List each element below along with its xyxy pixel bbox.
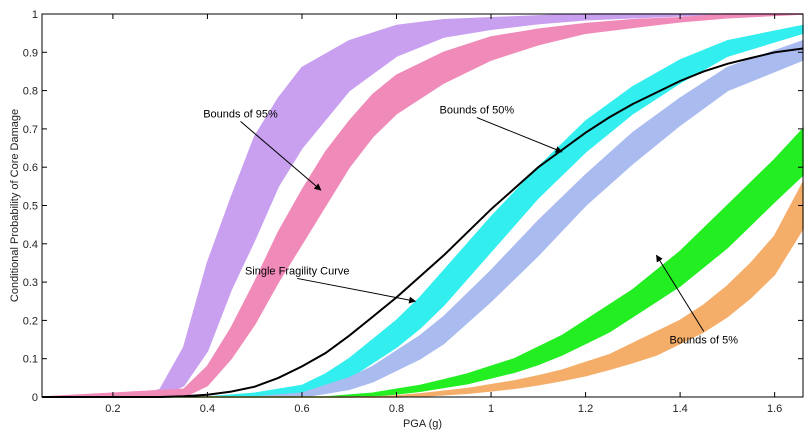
- single-fragility-curve-line: [42, 47, 804, 398]
- x-axis-ticks: 0.2 0.4 0.6 0.8 1 1.2 1.4 1.6: [105, 14, 782, 415]
- x-tick-label: 1.2: [578, 403, 593, 415]
- x-tick-label: 0.2: [105, 403, 120, 415]
- x-tick-label: 1.4: [672, 403, 687, 415]
- annotation-arrow: [297, 277, 417, 304]
- annotation-arrow: [656, 254, 705, 332]
- x-tick-label: 0.6: [294, 403, 309, 415]
- annotation-label: Bounds of 5%: [669, 334, 738, 346]
- y-tick-label: 1: [32, 9, 38, 21]
- y-tick-label: 0.4: [23, 239, 38, 251]
- annotations: Bounds of 95% Bounds of 50% Single Fragili…: [203, 105, 738, 347]
- x-axis-label: PGA (g): [403, 418, 442, 430]
- y-tick-label: 0.7: [23, 124, 38, 136]
- y-tick-label: 0.9: [23, 47, 38, 59]
- y-tick-label: 0: [32, 392, 38, 404]
- y-tick-label: 0.5: [23, 201, 38, 213]
- y-tick-label: 0.8: [23, 86, 38, 98]
- x-tick-label: 1.6: [767, 403, 782, 415]
- fragility-curves: [42, 47, 804, 398]
- y-tick-label: 0.2: [23, 315, 38, 327]
- x-tick-label: 1: [488, 403, 494, 415]
- annotation-arrow: [476, 117, 563, 153]
- annotation-arrow: [240, 121, 322, 191]
- x-tick-label: 0.4: [200, 403, 215, 415]
- bounds-band-1: [42, 13, 803, 398]
- x-tick-label: 0.8: [389, 403, 404, 415]
- y-tick-label: 0.1: [23, 354, 38, 366]
- annotation-label: Bounds of 50%: [440, 105, 515, 117]
- y-tick-label: 0.3: [23, 277, 38, 289]
- annotation-label: Single Fragility Curve: [245, 265, 350, 277]
- bounds-band-6: [42, 182, 804, 398]
- annotation-label: Bounds of 95%: [203, 108, 278, 120]
- y-tick-label: 0.6: [23, 162, 38, 174]
- y-axis-label: Conditional Probability of Core Damage: [9, 109, 21, 302]
- y-axis-ticks: 0 0.1 0.2 0.3 0.4 0.5 0.6 0.7 0.8 0.9 1: [23, 9, 803, 404]
